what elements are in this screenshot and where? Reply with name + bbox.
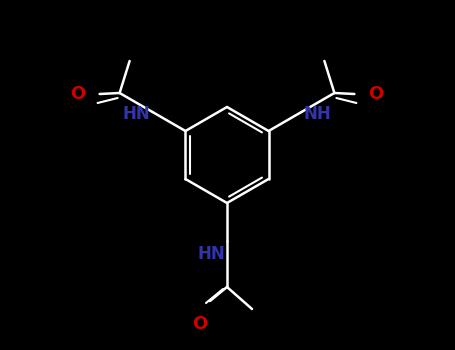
Text: NH: NH	[303, 105, 331, 123]
Text: O: O	[192, 315, 207, 333]
Text: HN: HN	[197, 245, 225, 263]
Text: O: O	[369, 85, 384, 103]
Text: O: O	[71, 85, 86, 103]
Text: HN: HN	[123, 105, 151, 123]
